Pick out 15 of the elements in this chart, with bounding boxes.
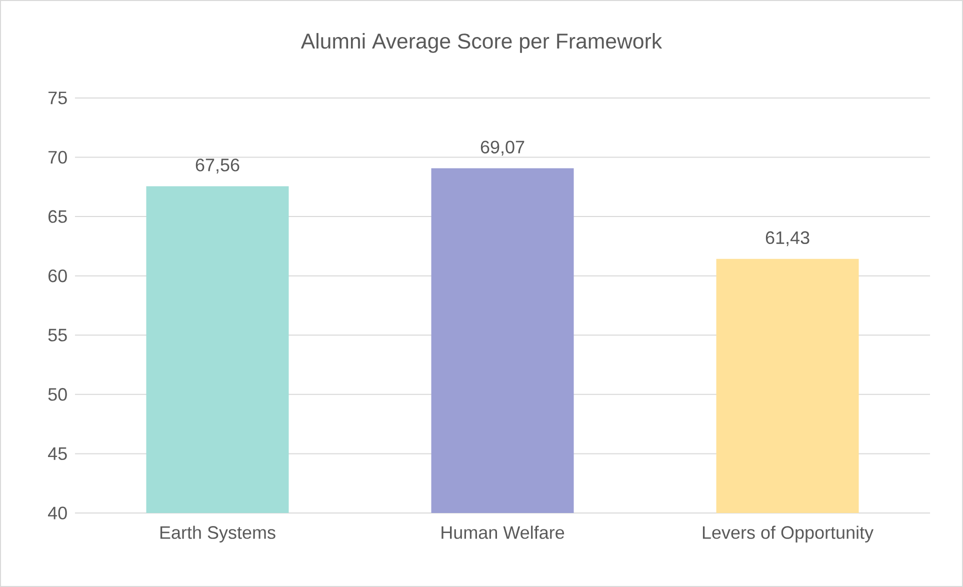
y-tick-label: 75	[48, 92, 67, 104]
chart-title: Alumni Average Score per Framework	[300, 33, 662, 53]
y-tick-label: 70	[48, 150, 67, 164]
y-tick-label: 50	[48, 388, 67, 401]
y-tick-label: 60	[48, 269, 67, 282]
y-tick-label: 45	[48, 447, 67, 460]
y-tick-label: 65	[48, 210, 67, 223]
x-tick-label: Human Welfare	[442, 526, 564, 539]
data-label: 69,07	[480, 140, 524, 156]
data-label: 61,43	[766, 231, 810, 246]
data-label: 67,56	[196, 158, 240, 174]
x-tick-label: Earth Systems	[160, 526, 276, 543]
y-tick-label: 40	[48, 506, 67, 520]
y-tick-label: 55	[48, 328, 67, 342]
x-tick-label: Levers of Opportunity	[702, 526, 874, 543]
